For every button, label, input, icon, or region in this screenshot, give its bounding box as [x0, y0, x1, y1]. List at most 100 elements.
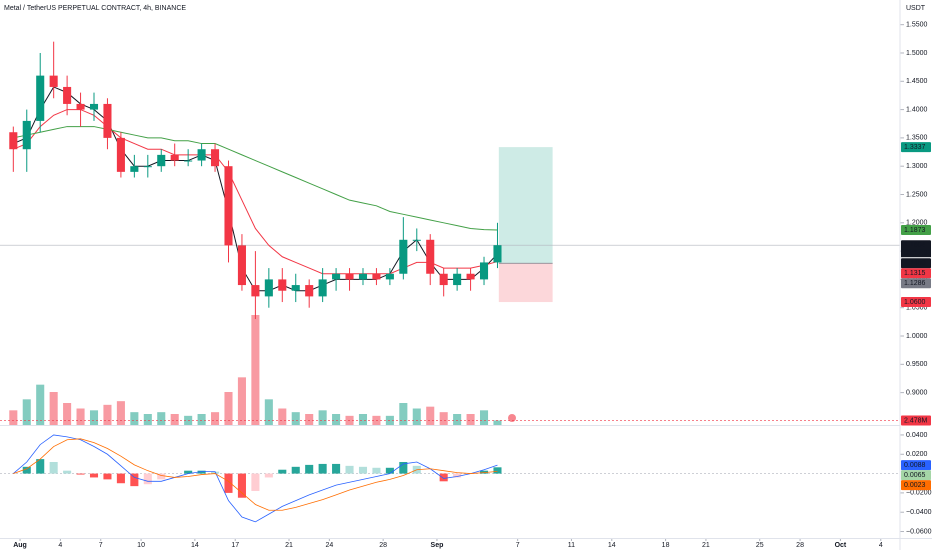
x-tick-label: 11	[568, 542, 575, 549]
y-tick-label: 1.2500	[906, 191, 928, 198]
volume-bar	[318, 410, 327, 425]
price-tag	[901, 268, 931, 279]
macd-histogram-bar	[103, 473, 112, 480]
candle-body	[439, 273, 448, 286]
x-tick-label: 25	[756, 542, 764, 549]
volume-tag-label: 2.478M	[904, 417, 928, 424]
y-tick-label: 1.3500	[906, 135, 928, 142]
volume-bar	[399, 403, 408, 425]
volume-bar	[237, 377, 246, 425]
price-tag	[901, 224, 931, 235]
y-tick-label: 1.4000	[906, 106, 928, 113]
price-tag-label: 0.0023	[904, 482, 926, 489]
macd-histogram-bar	[237, 473, 246, 498]
volume-bar	[278, 408, 287, 425]
macd-histogram-bar	[493, 467, 502, 474]
event-icon[interactable]	[508, 414, 516, 422]
macd-histogram-bar	[345, 465, 354, 474]
price-tag	[901, 240, 931, 251]
volume-bar	[439, 412, 448, 425]
price-tag-label: 1.1873	[904, 227, 926, 234]
candle-body	[22, 120, 31, 150]
x-tick-label: 24	[325, 542, 333, 549]
macd-histogram-bar	[116, 473, 125, 484]
currency-label: USDT	[906, 5, 926, 12]
macd-histogram-bar	[130, 473, 139, 487]
volume-bar	[453, 414, 462, 425]
y2-tick-label: −0.0400	[906, 509, 932, 516]
candle-body	[211, 149, 220, 167]
macd-histogram-bar	[49, 461, 58, 474]
candle-body	[305, 285, 314, 297]
volume-bar	[291, 412, 300, 425]
y-tick-label: 1.3000	[906, 163, 928, 170]
candle-body	[278, 279, 287, 291]
volume-bar	[116, 401, 125, 425]
macd-histogram-bar	[399, 461, 408, 474]
price-tag	[901, 460, 931, 471]
x-tick-label: Oct	[835, 542, 847, 549]
volume-bar	[251, 315, 260, 425]
macd-macd-line	[13, 434, 498, 523]
candle-body	[493, 245, 502, 263]
candle-body	[345, 273, 354, 280]
macd-histogram-bar	[358, 466, 368, 474]
x-tick-label: 18	[662, 542, 670, 549]
candle-body	[76, 103, 85, 110]
x-tick-label: 10	[137, 542, 145, 549]
macd-histogram-bar	[318, 463, 327, 474]
volume-bar	[197, 414, 206, 425]
candle-body	[237, 245, 246, 286]
macd-histogram-bar	[305, 464, 314, 474]
macd-histogram-bar	[89, 473, 99, 478]
price-tag	[901, 142, 931, 153]
candle-body	[466, 273, 475, 280]
y2-tick-label: 0.0400	[906, 432, 928, 439]
x-tick-label: 4	[58, 542, 62, 549]
price-tag-label: 0.0088	[904, 462, 926, 469]
x-tick-label: 21	[702, 542, 710, 549]
x-tick-label: 17	[231, 542, 239, 549]
candle-body	[426, 239, 435, 274]
price-tag	[901, 480, 931, 491]
volume-bar	[9, 410, 18, 425]
countdown-bg	[901, 249, 931, 258]
price-tag-label: 1.1315	[904, 270, 926, 277]
y-tick-label: 1.4500	[906, 78, 928, 85]
price-tag-label: 1.1286	[904, 280, 926, 287]
x-tick-label: 4	[879, 542, 883, 549]
price-tag-label: 1.3337	[904, 144, 926, 151]
volume-bar	[358, 414, 368, 425]
price-tag-label: 1.1450	[904, 260, 926, 267]
macd-histogram-bar	[184, 470, 193, 474]
volume-bar	[49, 392, 58, 425]
volume-bar	[63, 403, 72, 425]
macd-histogram-bar	[332, 463, 341, 474]
candle-body	[385, 273, 394, 280]
macd-histogram-bar	[439, 473, 448, 482]
x-tick-label: 7	[516, 542, 520, 549]
x-tick-label: 14	[191, 542, 199, 549]
candle-body	[479, 262, 489, 280]
candle-body	[49, 75, 58, 87]
candle-body	[358, 273, 368, 280]
volume-bar	[103, 404, 112, 425]
candle-body	[157, 154, 166, 167]
volume-bar	[170, 414, 179, 425]
macd-histogram-bar	[157, 473, 166, 480]
candle-body	[36, 75, 45, 121]
moving-average	[13, 126, 498, 231]
chart-title: Metal / TetherUS PERPETUAL CONTRACT, 4h,…	[4, 5, 186, 12]
candle-body	[170, 154, 179, 161]
x-tick-label: Sep	[431, 542, 444, 549]
y2-tick-label: −0.0600	[906, 528, 932, 535]
candle-body	[143, 166, 152, 168]
countdown: 03:17:33	[904, 250, 931, 257]
macd-histogram-bar	[224, 473, 233, 493]
volume-bar	[36, 384, 45, 425]
candle-body	[399, 239, 408, 274]
candle-body	[291, 285, 300, 291]
macd-histogram-bar	[264, 473, 273, 478]
